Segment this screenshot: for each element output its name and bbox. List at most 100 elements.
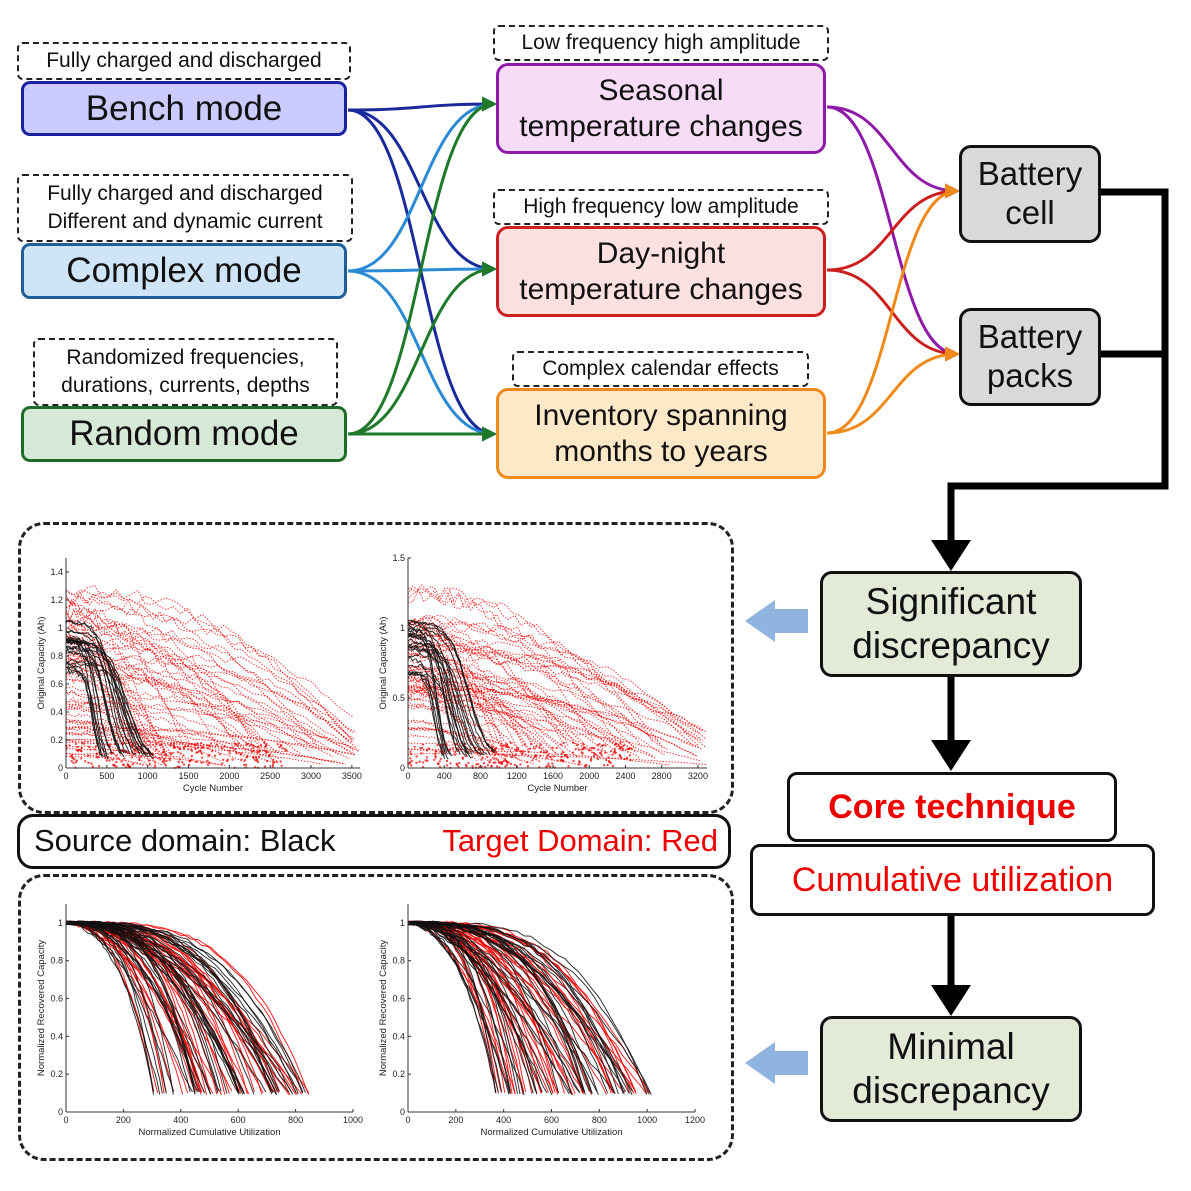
target-domain-point	[218, 753, 221, 756]
target-domain-point	[410, 764, 413, 767]
target-domain-point	[590, 746, 593, 750]
y-tick-label: 1.4	[50, 567, 63, 577]
target-domain-point	[500, 761, 504, 765]
target-domain-point	[415, 755, 418, 758]
target-domain-point	[243, 763, 246, 767]
chart-bottom-left: 0 200 400 600 800 1000 0 0.2 0.4 0.6 0.8 1 Normalize…	[36, 904, 363, 1138]
source-domain-curve	[66, 665, 105, 757]
battery-packs-line-1: Battery	[977, 318, 1083, 356]
target-domain-point	[278, 746, 281, 749]
target-domain-point	[625, 756, 629, 760]
target-domain-series	[64, 584, 360, 770]
target-domain-point	[425, 749, 429, 752]
target-domain-point	[244, 763, 248, 766]
target-domain-point	[453, 753, 456, 756]
target-domain-curve	[65, 738, 147, 765]
x-tick-label: 3200	[688, 771, 708, 781]
target-domain-point	[171, 751, 174, 755]
target-domain-point	[91, 765, 95, 768]
target-domain-point	[623, 757, 626, 761]
target-domain-point	[162, 757, 166, 761]
target-domain-point	[182, 747, 186, 751]
target-domain-curve	[407, 668, 513, 755]
target-domain-curve	[65, 638, 315, 750]
target-domain-point	[127, 765, 130, 768]
target-domain-point	[264, 745, 267, 748]
target-domain-point	[544, 765, 548, 768]
target-domain-point	[182, 746, 186, 749]
target-domain-point	[285, 749, 288, 752]
target-domain-point	[172, 742, 176, 745]
target-domain-point	[162, 748, 165, 751]
source-domain-curve	[65, 920, 292, 1093]
bench-mode-box: Bench mode	[21, 81, 347, 136]
target-domain-point	[486, 764, 490, 767]
target-domain-point	[206, 744, 210, 747]
target-domain-point	[415, 761, 418, 764]
target-domain-point	[279, 760, 282, 763]
target-domain-curve	[407, 690, 525, 757]
target-domain-point	[235, 752, 238, 755]
source-domain-curve	[407, 652, 481, 755]
target-domain-point	[208, 745, 212, 748]
random-mode-note: Randomized frequencies, durations, curre…	[33, 338, 338, 406]
target-domain-point	[588, 749, 591, 752]
target-domain-point	[574, 748, 577, 751]
source-domain-curve	[65, 921, 195, 1092]
source-domain-curve	[407, 623, 496, 752]
source-domain-curve	[407, 627, 491, 755]
source-domain-curve	[65, 922, 244, 1095]
target-domain-curve	[65, 627, 261, 749]
target-domain-curve	[407, 614, 643, 747]
minimal-line-1: Minimal	[887, 1026, 1015, 1068]
inventory-line-1: Inventory spanning	[534, 399, 788, 433]
source-domain-series	[65, 920, 306, 1096]
target-domain-point	[630, 747, 633, 750]
target-domain-point	[213, 754, 217, 757]
target-domain-curve	[407, 631, 707, 749]
target-domain-curve	[407, 733, 492, 764]
target-domain-point	[153, 761, 157, 764]
target-domain-point	[176, 751, 180, 754]
target-domain-point	[434, 750, 437, 753]
target-domain-curve	[407, 693, 551, 758]
target-domain-curve	[407, 621, 504, 748]
target-domain-point	[589, 759, 593, 762]
source-domain-curve	[407, 647, 467, 756]
y-tick-label: 1.5	[392, 553, 405, 563]
target-domain-curve	[65, 584, 354, 742]
legend-target-domain: Target Domain: Red	[442, 823, 718, 859]
target-domain-point	[138, 756, 141, 760]
target-domain-point	[596, 757, 600, 761]
target-domain-point	[68, 744, 71, 747]
x-tick-label: 2000	[219, 771, 239, 781]
target-domain-point	[618, 755, 622, 758]
target-domain-point	[265, 759, 269, 763]
target-domain-point	[531, 759, 534, 762]
target-domain-curve	[65, 665, 258, 754]
target-domain-curve	[65, 713, 166, 761]
target-domain-curve	[65, 719, 278, 762]
daynight-note: High frequency low amplitude	[493, 189, 829, 225]
y-tick-label: 0	[58, 763, 63, 773]
target-domain-point	[621, 748, 625, 752]
target-domain-point	[608, 759, 611, 763]
target-domain-point	[271, 765, 274, 768]
source-domain-curve	[65, 922, 174, 1093]
source-domain-curve	[65, 635, 113, 754]
target-domain-point	[147, 759, 151, 762]
target-domain-point	[571, 751, 575, 754]
battery-cell-line-1: Battery	[977, 155, 1083, 193]
target-domain-curve	[65, 658, 311, 753]
x-axis-label: Normalized Cumulative Utilization	[480, 1127, 622, 1138]
target-domain-curve	[65, 738, 346, 765]
target-domain-point	[427, 747, 430, 750]
target-domain-point	[421, 743, 424, 746]
target-domain-point	[138, 758, 141, 762]
target-domain-point	[505, 763, 509, 767]
target-domain-point	[436, 744, 439, 747]
target-domain-point	[559, 743, 562, 746]
target-domain-point	[510, 756, 513, 759]
target-domain-point	[434, 755, 437, 758]
